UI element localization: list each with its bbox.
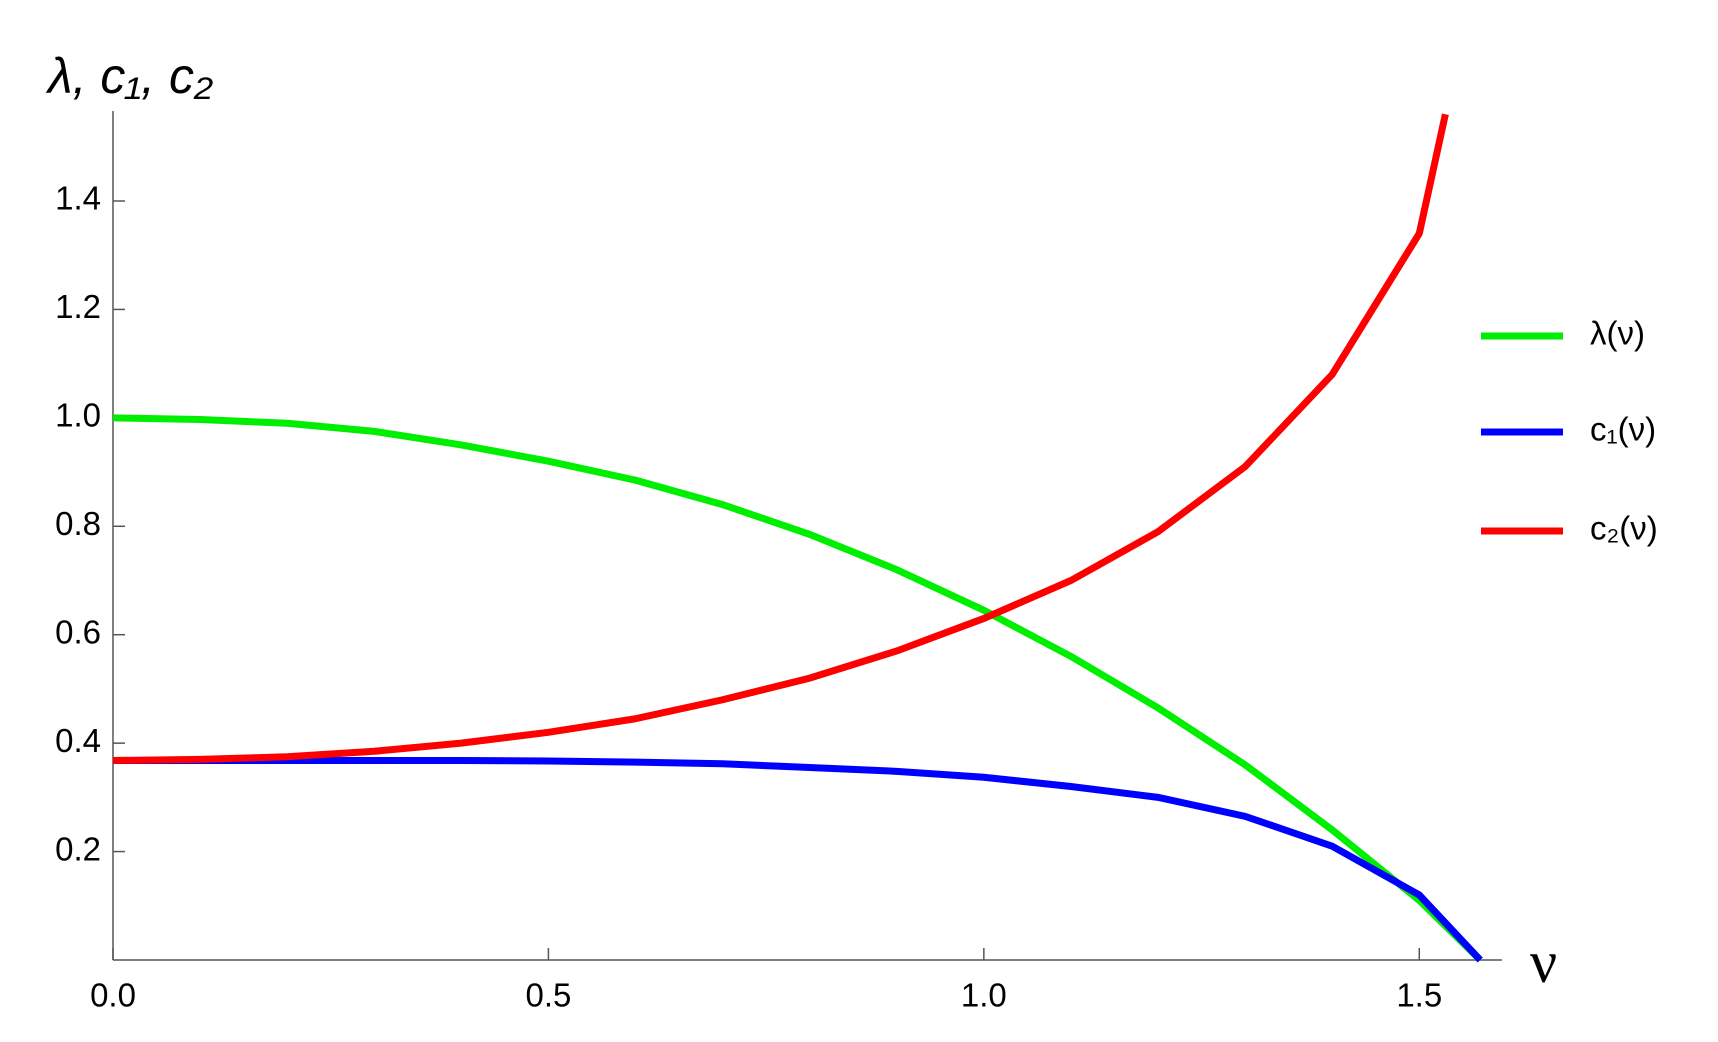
x-tick-label: 1.0 — [961, 977, 1007, 1014]
series-line — [112, 414, 1483, 963]
y-tick-label: 0.8 — [55, 505, 101, 542]
y-tick-label: 0.2 — [55, 830, 101, 867]
x-tick-label: 0.0 — [90, 977, 136, 1014]
series-line — [112, 113, 1449, 764]
y-tick-label: 1.4 — [55, 180, 101, 217]
y-tick-label: 0.4 — [55, 722, 101, 759]
y-tick-label: 1.0 — [55, 397, 101, 434]
legend-label: c₂(ν) — [1590, 510, 1658, 547]
x-axis-label: ν — [1530, 929, 1557, 995]
y-tick-label: 0.6 — [55, 613, 101, 650]
y-tick-label: 1.2 — [55, 288, 101, 325]
series-line — [113, 756, 1483, 963]
legend-label: λ(ν) — [1590, 315, 1645, 352]
x-tick-label: 1.5 — [1396, 977, 1442, 1014]
legend-label: c₁(ν) — [1590, 411, 1656, 448]
y-axis-label: λ, c₁, c₂ — [45, 48, 213, 104]
x-tick-label: 0.5 — [525, 977, 571, 1014]
